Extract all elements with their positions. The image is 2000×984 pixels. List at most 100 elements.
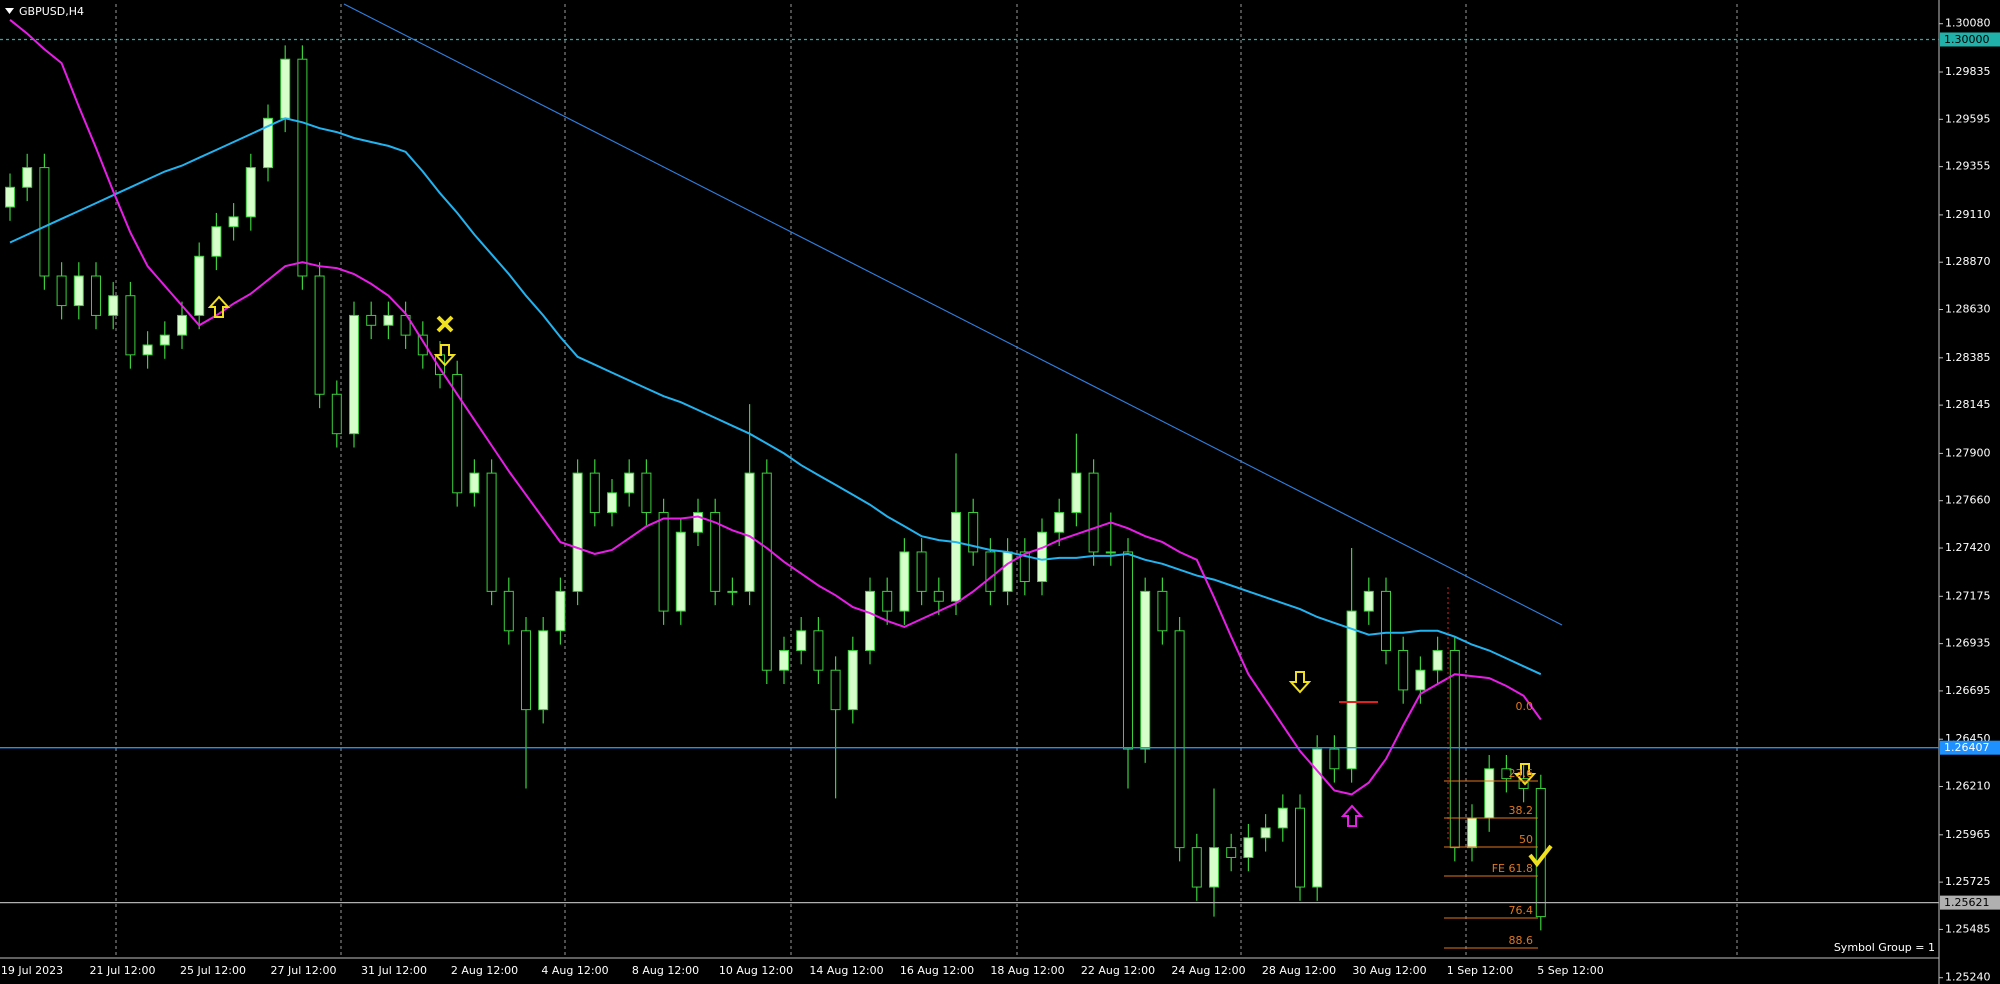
candle-body: [1363, 590, 1374, 612]
fib-label: 23.6: [1509, 767, 1534, 780]
candle-body: [1002, 551, 1013, 592]
x-tick-label: 22 Aug 12:00: [1081, 964, 1155, 977]
candle-body: [1140, 590, 1151, 750]
candle-body: [5, 186, 15, 208]
candle-body: [813, 630, 824, 671]
x-tick-label: 4 Aug 12:00: [541, 964, 608, 977]
y-tick-label: 1.25485: [1945, 922, 1991, 935]
candle-body: [761, 472, 772, 671]
price-label: 1.26407: [1944, 741, 1990, 754]
candle-body: [1295, 807, 1305, 888]
candle-body: [503, 590, 514, 632]
x-tick-label: 24 Aug 12:00: [1171, 964, 1245, 977]
fib-label: 50: [1519, 833, 1533, 846]
y-tick-label: 1.25725: [1945, 875, 1991, 888]
candle-body: [882, 590, 893, 612]
candle-body: [1105, 551, 1116, 554]
candle-body: [245, 167, 256, 218]
candle-body: [56, 275, 67, 307]
candle-body: [589, 472, 600, 514]
x-tick-label: 25 Jul 12:00: [180, 964, 246, 977]
menu-triangle[interactable]: [5, 8, 14, 14]
candle-body: [865, 590, 875, 652]
candle-body: [366, 314, 377, 326]
sell-arrow: [433, 344, 457, 367]
y-tick-label: 1.29595: [1945, 112, 1991, 125]
candle-body: [486, 472, 497, 592]
candle-body: [1054, 512, 1065, 533]
candle-body: [1329, 748, 1340, 770]
candle-body: [297, 58, 308, 277]
candle-body: [951, 512, 961, 602]
candle-body: [1432, 650, 1443, 671]
candle-body: [1501, 768, 1512, 780]
candle-body: [91, 275, 101, 316]
y-tick-label: 1.26935: [1945, 637, 1991, 650]
check-signal: [1528, 844, 1553, 868]
candle-body: [899, 551, 910, 612]
candle-body: [555, 590, 566, 632]
candle-body: [108, 295, 119, 316]
candle-body: [521, 630, 531, 711]
candle-body: [675, 531, 686, 612]
candle-body: [452, 374, 463, 494]
candle-body: [125, 295, 136, 356]
sell-arrow: [1288, 671, 1312, 694]
candle-body: [1123, 551, 1133, 750]
candle-body: [538, 630, 549, 711]
candle-body: [968, 512, 979, 553]
plot: [5, 19, 1546, 931]
candle-body: [383, 314, 394, 326]
candle-body: [142, 344, 153, 356]
x-tick-label: 31 Jul 12:00: [361, 964, 427, 977]
candle-body: [263, 117, 273, 169]
candle-body: [1449, 650, 1460, 849]
candle-body: [1071, 472, 1082, 514]
candle-body: [194, 255, 205, 316]
x-tick-label: 18 Aug 12:00: [990, 964, 1064, 977]
x-tick-label: 14 Aug 12:00: [809, 964, 883, 977]
candle-body: [228, 216, 239, 228]
x-tick-label: 28 Aug 12:00: [1262, 964, 1336, 977]
candle-body: [916, 551, 927, 592]
candle-body: [607, 492, 617, 514]
candle-body: [1209, 847, 1219, 888]
y-tick-label: 1.26695: [1945, 684, 1991, 697]
candle-body: [641, 472, 652, 514]
candle-body: [1260, 827, 1271, 839]
candle-body: [400, 314, 411, 336]
price-label: 1.30000: [1944, 33, 1990, 46]
candle-body: [1398, 650, 1409, 691]
candle-body: [1484, 768, 1495, 819]
candle-body: [22, 167, 33, 188]
candle-body: [796, 630, 807, 652]
moving-average: [9, 117, 1542, 676]
x-tick-label: 5 Sep 12:00: [1537, 964, 1603, 977]
buy-arrow: [207, 295, 231, 318]
candle-body: [1174, 630, 1185, 849]
price-label-box: [1940, 32, 2000, 47]
price-label-box: [1940, 740, 2000, 755]
x-tick-label: 8 Aug 12:00: [632, 964, 699, 977]
x-tick-label: 1 Sep 12:00: [1447, 964, 1513, 977]
y-tick-label: 1.28870: [1945, 255, 1991, 268]
y-tick-label: 1.30080: [1945, 17, 1991, 30]
candle-body: [1191, 847, 1202, 888]
y-tick-label: 1.27900: [1945, 446, 1991, 459]
candle-body: [1277, 807, 1288, 829]
candle-body: [1019, 551, 1030, 583]
candle-body: [744, 472, 755, 592]
y-tick-label: 1.29110: [1945, 208, 1991, 221]
candle-body: [1415, 669, 1426, 691]
candle-body: [331, 393, 342, 435]
candle-body: [1157, 590, 1168, 632]
x-tick-label: 30 Aug 12:00: [1352, 964, 1426, 977]
buy-arrow: [1340, 804, 1364, 827]
x-tick-label: 19 Jul 2023: [1, 964, 63, 977]
y-tick-label: 1.29835: [1945, 65, 1991, 78]
chart-title: GBPUSD,H4: [19, 5, 84, 18]
y-tick-label: 1.29355: [1945, 160, 1991, 173]
sell-arrow: [1513, 763, 1537, 786]
candle-body: [572, 472, 583, 592]
